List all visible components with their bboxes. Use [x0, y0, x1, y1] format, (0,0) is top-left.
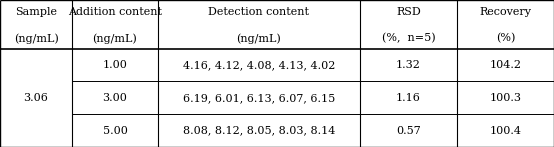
Text: Addition content: Addition content [68, 7, 162, 17]
Text: 5.00: 5.00 [102, 126, 127, 136]
Text: (ng/mL): (ng/mL) [237, 33, 281, 44]
Text: (%): (%) [496, 33, 515, 43]
Text: Recovery: Recovery [480, 7, 531, 17]
Text: 1.32: 1.32 [396, 60, 421, 70]
Text: 3.00: 3.00 [102, 93, 127, 103]
Text: (ng/mL): (ng/mL) [93, 33, 137, 44]
Text: 100.4: 100.4 [490, 126, 521, 136]
Text: 4.16, 4.12, 4.08, 4.13, 4.02: 4.16, 4.12, 4.08, 4.13, 4.02 [183, 60, 335, 70]
Text: (%,  n=5): (%, n=5) [382, 33, 435, 43]
Text: 100.3: 100.3 [490, 93, 521, 103]
Text: RSD: RSD [396, 7, 421, 17]
Text: 0.57: 0.57 [396, 126, 421, 136]
Text: 6.19, 6.01, 6.13, 6.07, 6.15: 6.19, 6.01, 6.13, 6.07, 6.15 [183, 93, 335, 103]
Text: Sample: Sample [15, 7, 57, 17]
Text: (ng/mL): (ng/mL) [14, 33, 58, 44]
Text: 8.08, 8.12, 8.05, 8.03, 8.14: 8.08, 8.12, 8.05, 8.03, 8.14 [183, 126, 335, 136]
Text: 3.06: 3.06 [24, 93, 48, 103]
Text: 1.00: 1.00 [102, 60, 127, 70]
Text: Detection content: Detection content [208, 7, 310, 17]
Text: 104.2: 104.2 [490, 60, 521, 70]
Text: 1.16: 1.16 [396, 93, 421, 103]
